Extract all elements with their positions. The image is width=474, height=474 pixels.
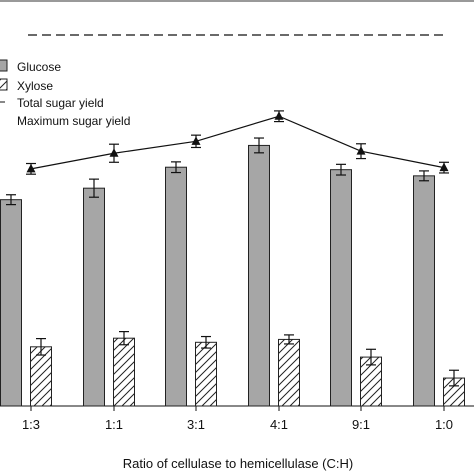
total-sugar-line-layer bbox=[26, 110, 449, 175]
xylose-bar bbox=[278, 338, 300, 407]
xylose-bar bbox=[113, 337, 135, 407]
legend: Glucose Xylose Total sugar yield Maximum… bbox=[0, 59, 130, 128]
xylose-bar bbox=[30, 346, 52, 407]
total-sugar-line bbox=[30, 115, 445, 170]
xylose-error-bar bbox=[36, 337, 46, 356]
glucose-error-bar bbox=[336, 163, 346, 176]
x-tick-label: 1:3 bbox=[22, 417, 40, 432]
x-ticks-layer: 1:3 1:1 3:1 4:1 9:1 1:0 bbox=[22, 406, 453, 432]
glucose-bar bbox=[83, 187, 105, 407]
legend-glucose-swatch bbox=[0, 59, 8, 72]
total-sugar-marker bbox=[274, 111, 284, 120]
xylose-error-bar bbox=[284, 334, 294, 345]
glucose-bar bbox=[165, 166, 187, 407]
x-tick-label: 1:1 bbox=[105, 417, 123, 432]
bars-layer bbox=[0, 137, 465, 407]
legend-xylose-label: Xylose bbox=[17, 79, 53, 93]
xylose-error-bar bbox=[201, 335, 211, 349]
x-tick-label: 3:1 bbox=[187, 417, 205, 432]
glucose-bar bbox=[413, 175, 435, 407]
glucose-bar bbox=[330, 169, 352, 407]
x-axis-title: Ratio of cellulase to hemicellulase (C:H… bbox=[123, 456, 353, 471]
x-tick-label: 9:1 bbox=[352, 417, 370, 432]
glucose-error-bar bbox=[6, 194, 16, 206]
xylose-bar bbox=[195, 341, 217, 407]
total-sugar-marker bbox=[356, 146, 366, 155]
total-sugar-marker bbox=[191, 136, 201, 145]
legend-xylose-swatch bbox=[0, 78, 8, 91]
xylose-error-bar bbox=[449, 369, 459, 387]
legend-maximum-sugar-label: Maximum sugar yield bbox=[17, 114, 130, 128]
x-tick-label: 1:0 bbox=[435, 417, 453, 432]
glucose-error-bar bbox=[89, 178, 99, 198]
x-tick-label: 4:1 bbox=[270, 417, 288, 432]
xylose-error-bar bbox=[366, 348, 376, 366]
glucose-bar bbox=[248, 144, 270, 407]
xylose-error-bar bbox=[119, 331, 129, 346]
total-sugar-marker bbox=[26, 163, 36, 173]
total-sugar-marker bbox=[109, 148, 119, 157]
total-sugar-marker bbox=[439, 162, 449, 172]
legend-total-sugar-label: Total sugar yield bbox=[17, 96, 104, 110]
glucose-error-bar bbox=[171, 161, 181, 174]
glucose-error-bar bbox=[419, 170, 429, 182]
glucose-error-bar bbox=[254, 137, 264, 154]
glucose-bar bbox=[0, 199, 22, 407]
legend-glucose-label: Glucose bbox=[17, 60, 61, 74]
